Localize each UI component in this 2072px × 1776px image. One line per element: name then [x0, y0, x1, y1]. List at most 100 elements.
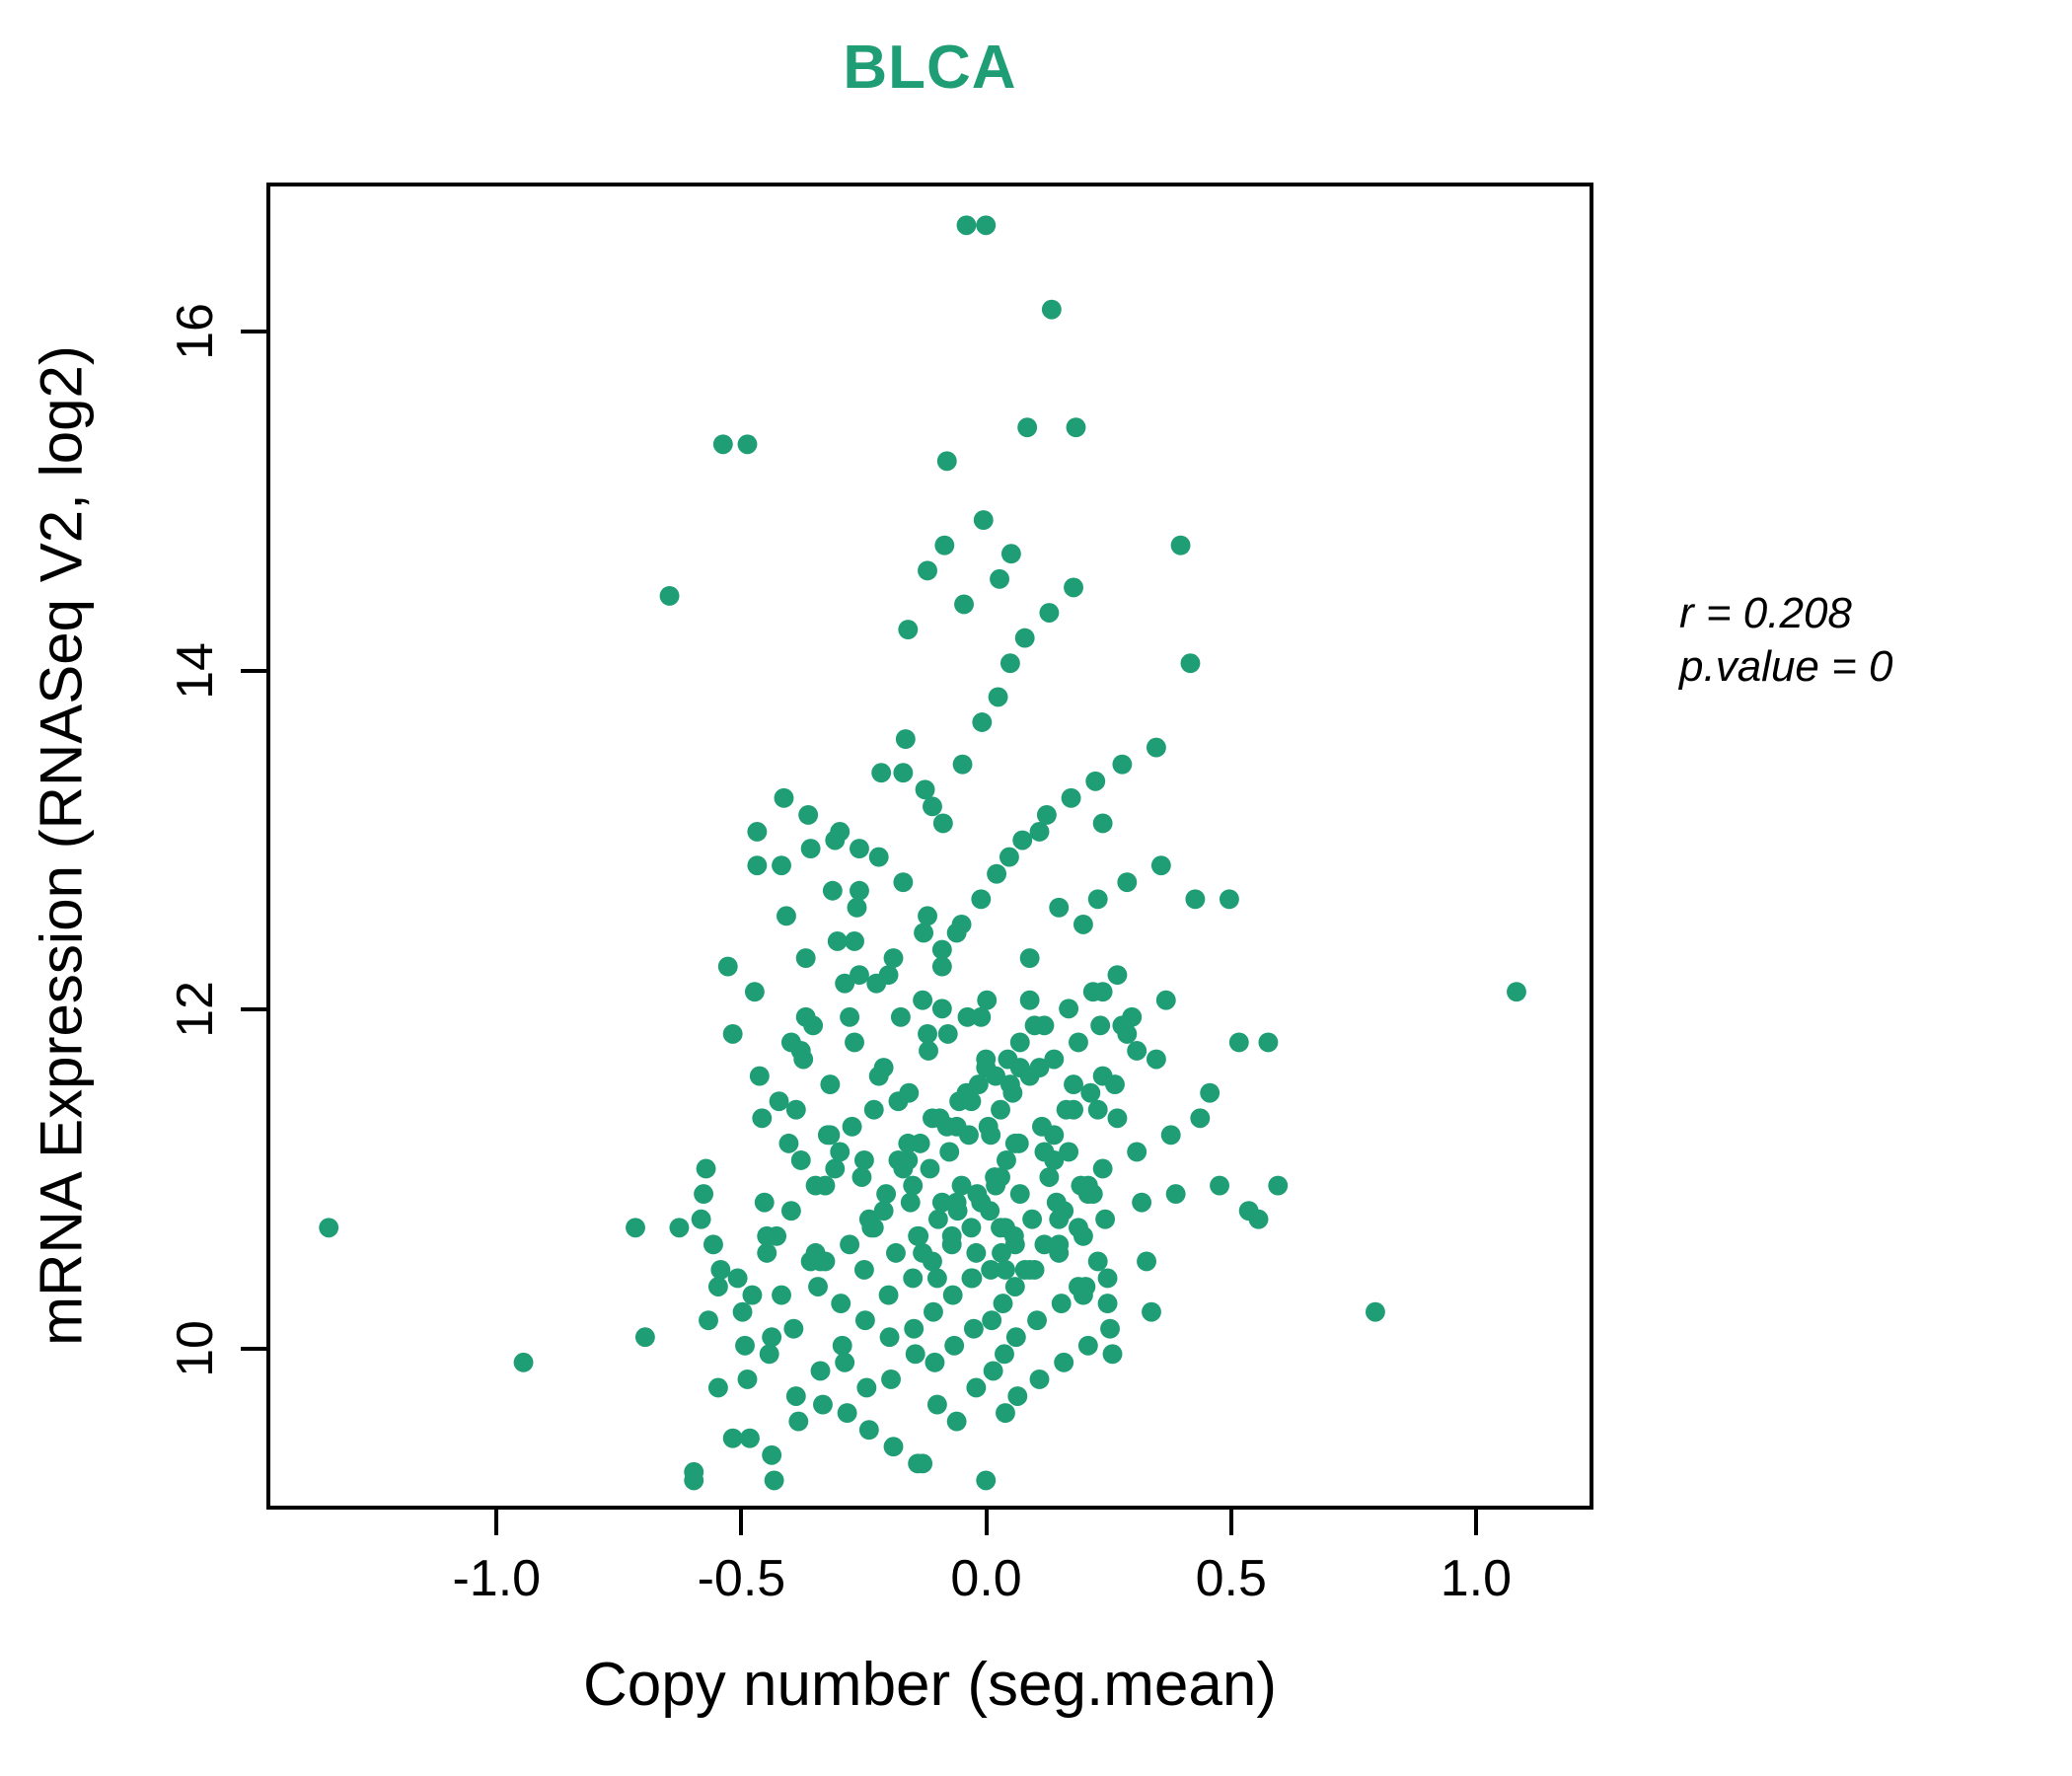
data-point — [772, 855, 791, 876]
data-point — [1069, 1032, 1088, 1053]
data-point — [1029, 1058, 1050, 1077]
data-point — [1014, 1259, 1035, 1280]
data-point — [893, 872, 914, 893]
data-point — [1095, 1209, 1116, 1229]
data-point — [842, 1116, 862, 1137]
data-point — [810, 1361, 831, 1381]
data-point — [1027, 1310, 1047, 1331]
x-axis-tick-label: 1.0 — [1440, 1550, 1513, 1607]
data-point — [991, 1099, 1010, 1120]
data-point — [785, 1099, 806, 1120]
data-point — [951, 1175, 972, 1196]
data-point — [1132, 1192, 1152, 1213]
data-point — [1059, 1142, 1079, 1162]
data-point — [788, 1411, 809, 1432]
data-point — [913, 1242, 933, 1263]
data-point — [772, 1285, 791, 1305]
data-point — [1012, 830, 1033, 851]
y-axis-tick-label: 14 — [167, 641, 224, 700]
data-point — [999, 1074, 1020, 1095]
data-point — [924, 1301, 943, 1322]
data-point — [1097, 1294, 1118, 1314]
data-point — [939, 1142, 960, 1162]
data-point — [790, 1150, 811, 1170]
data-point — [976, 1049, 997, 1070]
data-point — [946, 1116, 967, 1137]
x-axis-tick-label: -0.5 — [697, 1550, 786, 1607]
y-axis-tick-mark — [241, 1007, 266, 1012]
data-point — [820, 1125, 841, 1146]
data-point — [977, 990, 998, 1010]
data-point — [699, 1310, 718, 1331]
data-point — [954, 594, 974, 615]
page-title: BLCA — [843, 34, 1017, 102]
data-point — [1000, 544, 1021, 564]
data-point — [837, 1403, 857, 1424]
data-point — [990, 568, 1009, 589]
data-point — [966, 1242, 987, 1263]
data-point — [707, 1277, 728, 1296]
data-point — [1100, 1318, 1120, 1339]
data-point — [707, 1377, 728, 1398]
data-point — [1004, 1277, 1025, 1296]
data-point — [1044, 1049, 1065, 1070]
data-point — [957, 1006, 978, 1027]
data-point — [971, 1192, 992, 1213]
data-point — [1009, 1184, 1030, 1205]
data-point — [1041, 299, 1062, 320]
data-point — [830, 822, 851, 842]
data-point — [813, 1394, 833, 1415]
data-point — [913, 990, 933, 1010]
data-point — [1019, 948, 1040, 968]
data-point — [946, 923, 967, 943]
y-axis-label: mRNA Expression (RNASeq V2, log2) — [28, 345, 95, 1346]
data-point — [1102, 1344, 1123, 1365]
data-point — [669, 1218, 690, 1238]
data-point — [1039, 603, 1060, 623]
data-point — [822, 880, 843, 901]
data-point — [732, 1301, 753, 1322]
data-point — [983, 1361, 1003, 1381]
data-point — [1200, 1082, 1221, 1103]
data-point — [722, 1023, 743, 1044]
data-point — [903, 1268, 924, 1289]
x-axis-tick-mark — [494, 1510, 499, 1535]
data-point — [752, 1108, 773, 1129]
data-point — [1061, 787, 1081, 808]
data-point — [1049, 897, 1070, 918]
data-point — [762, 1327, 782, 1348]
data-point — [757, 1225, 777, 1246]
data-point — [815, 1175, 836, 1196]
data-point — [904, 1318, 925, 1339]
data-point — [1064, 1099, 1083, 1120]
data-point — [981, 1125, 1001, 1146]
data-point — [1092, 982, 1113, 1002]
data-point — [995, 1344, 1014, 1365]
data-point — [883, 948, 904, 968]
data-point — [996, 1259, 1015, 1280]
data-point — [850, 965, 869, 986]
data-point — [1064, 1074, 1083, 1095]
data-point — [876, 1184, 897, 1205]
data-point — [1004, 1133, 1025, 1153]
scatter-points-layer — [319, 215, 1526, 1491]
data-point — [1024, 1015, 1045, 1036]
data-point — [845, 931, 864, 951]
data-point — [996, 1218, 1015, 1238]
data-point — [931, 1192, 952, 1213]
data-point — [1090, 1015, 1111, 1036]
data-point — [744, 982, 765, 1002]
data-point — [1092, 1158, 1113, 1179]
data-point — [747, 822, 768, 842]
data-point — [961, 1218, 982, 1238]
data-point — [1507, 982, 1526, 1002]
data-point — [1004, 1234, 1025, 1255]
data-point — [982, 1310, 1002, 1331]
data-point — [831, 1294, 851, 1314]
data-point — [1219, 889, 1239, 910]
data-point — [1180, 653, 1201, 674]
data-point — [931, 999, 952, 1019]
data-point — [893, 1158, 914, 1179]
data-point — [513, 1352, 534, 1372]
